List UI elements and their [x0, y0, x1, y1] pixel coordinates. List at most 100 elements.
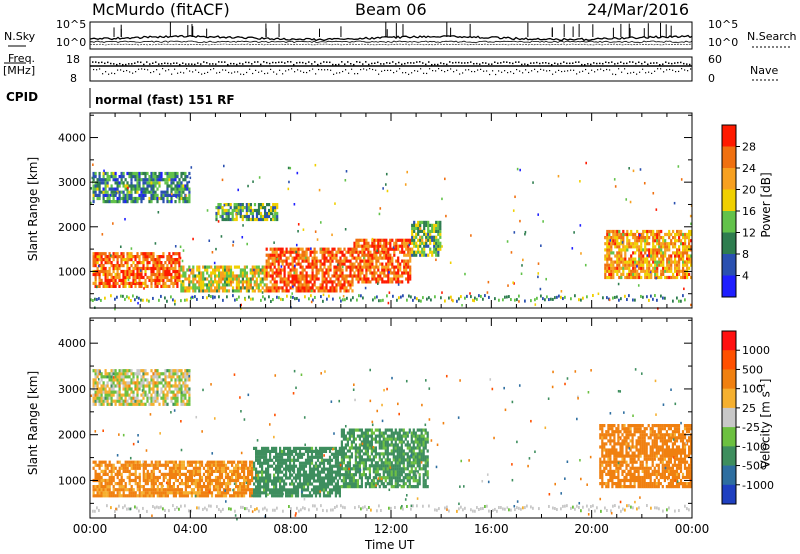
freq-dot: [366, 69, 368, 71]
ground-scatter-cell: [664, 296, 666, 300]
heatmap-cell: [405, 277, 408, 281]
heatmap-cell: [336, 455, 339, 459]
heatmap-cell: [134, 178, 137, 182]
heatmap-cell: [273, 482, 276, 486]
heatmap-cell: [317, 277, 320, 281]
heatmap-cell: [182, 265, 185, 269]
heatmap-cell: [231, 469, 234, 473]
heatmap-cell: [300, 488, 304, 492]
heatmap-cell: [152, 190, 155, 194]
heatmap-cell: [98, 269, 101, 274]
heatmap-cell: [92, 264, 95, 268]
freq-dot: [645, 72, 647, 74]
heatmap-cell: [142, 178, 145, 182]
heatmap-cell: [309, 265, 312, 269]
heatmap-cell: [158, 266, 161, 271]
heatmap-cell: [435, 220, 438, 224]
freq-dot: [459, 73, 461, 75]
nave-dot: [155, 61, 157, 63]
heatmap-cell: [106, 466, 109, 470]
heatmap-cell: [172, 281, 175, 285]
heatmap-cell: [231, 286, 235, 290]
scatter-point: [376, 282, 379, 285]
heatmap-cell: [200, 460, 204, 464]
heatmap-cell: [249, 469, 252, 473]
heatmap-cell: [302, 467, 306, 471]
heatmap-cell: [322, 482, 326, 486]
heatmap-cell: [401, 244, 404, 248]
ground-scatter-cell: [534, 298, 536, 302]
heatmap-cell: [267, 262, 270, 266]
scatter-point: [319, 221, 322, 224]
nave-dot: [548, 62, 550, 65]
heatmap-cell: [644, 242, 647, 246]
heatmap-cell: [180, 289, 183, 293]
heatmap-cell: [265, 458, 268, 462]
heatmap-cell: [401, 241, 404, 245]
heatmap-cell: [642, 254, 645, 258]
heatmap-cell: [166, 258, 169, 262]
nave-dot: [668, 62, 670, 64]
heatmap-cell: [336, 473, 339, 477]
heatmap-cell: [268, 214, 271, 219]
freq-dot: [216, 72, 218, 74]
heatmap-cell: [264, 211, 267, 216]
heatmap-cell: [221, 283, 225, 287]
heatmap-cell: [648, 272, 651, 276]
heatmap-cell: [142, 196, 145, 201]
scatter-point: [182, 280, 184, 283]
heatmap-cell: [344, 476, 347, 480]
heatmap-cell: [130, 460, 133, 464]
heatmap-cell: [206, 488, 210, 492]
heatmap-cell: [158, 275, 161, 280]
heatmap-cell: [134, 272, 137, 277]
heatmap-cell: [130, 485, 133, 489]
heatmap-cell: [156, 264, 159, 268]
heatmap-cell: [122, 281, 125, 285]
heatmap-cell: [335, 265, 338, 269]
freq-dot: [183, 72, 185, 74]
heatmap-cell: [340, 452, 343, 456]
heatmap-cell: [265, 286, 268, 290]
heatmap-cell: [273, 485, 276, 489]
heatmap-cell: [136, 200, 139, 204]
heatmap-cell: [223, 211, 226, 216]
heatmap-cell: [395, 274, 398, 278]
heatmap-cell: [116, 190, 119, 194]
heatmap-cell: [676, 266, 679, 270]
heatmap-cell: [231, 289, 235, 293]
heatmap-cell: [138, 460, 141, 464]
heatmap-cell: [255, 458, 258, 462]
scatter-point: [217, 220, 220, 223]
heatmap-cell: [174, 460, 177, 464]
heatmap-cell: [186, 286, 189, 290]
heatmap-cell: [658, 232, 661, 237]
heatmap-cell: [304, 488, 308, 492]
heatmap-cell: [401, 271, 404, 275]
heatmap-cell: [349, 280, 352, 284]
heatmap-cell: [411, 235, 414, 239]
freq-dot: [663, 71, 665, 73]
heatmap-cell: [210, 274, 213, 278]
heatmap-cell: [327, 268, 330, 272]
heatmap-cell: [413, 235, 416, 239]
heatmap-cell: [365, 244, 368, 248]
heatmap-cell: [100, 252, 103, 256]
heatmap-cell: [304, 458, 308, 462]
scatter-point: [435, 258, 437, 262]
heatmap-cell: [152, 488, 155, 492]
power-colorbar-segment: [722, 232, 736, 255]
freq-dot: [99, 68, 101, 70]
heatmap-cell: [266, 214, 269, 219]
heatmap-cell: [229, 271, 233, 275]
heatmap-cell: [231, 274, 235, 278]
freq-dot: [102, 73, 104, 75]
heatmap-cell: [682, 266, 685, 270]
heatmap-cell: [678, 239, 681, 243]
heatmap-cell: [154, 466, 157, 470]
nave-dot: [122, 63, 124, 66]
ground-scatter-cell: [276, 295, 278, 299]
heatmap-cell: [235, 280, 238, 284]
heatmap-cell: [264, 214, 267, 219]
heatmap-cell: [194, 472, 197, 476]
